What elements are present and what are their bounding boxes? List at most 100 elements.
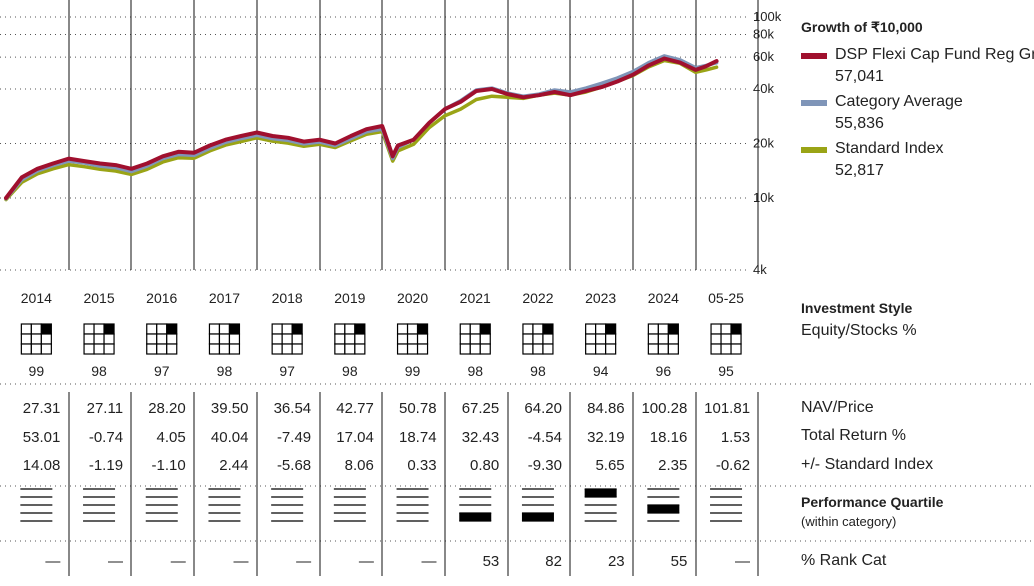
legend-item-index: Standard Index 52,817	[801, 140, 1031, 184]
quartile-fill	[459, 513, 492, 521]
performance-quartile-subtitle: (within category)	[801, 514, 897, 529]
y-tick-label: 100k	[753, 9, 782, 24]
total-return-value: 17.04	[336, 429, 374, 446]
legend-value-index: 52,817	[835, 162, 884, 179]
nav-value: 39.50	[211, 400, 249, 417]
y-tick-label: 60k	[753, 49, 774, 64]
style-cell	[605, 343, 617, 355]
rank-value: —	[359, 553, 374, 570]
quartile-box	[521, 488, 554, 522]
style-cell	[156, 343, 168, 355]
style-cell	[406, 323, 419, 335]
rank-value: —	[735, 553, 750, 570]
style-cell	[103, 323, 115, 335]
style-cell	[103, 333, 115, 345]
style-cell	[396, 323, 409, 335]
rank-value: —	[171, 553, 186, 570]
style-cell	[647, 323, 659, 335]
style-cell	[720, 333, 732, 345]
legend-label-category: Category Average	[835, 93, 963, 110]
nav-value: 36.54	[274, 400, 312, 417]
style-cell	[228, 323, 241, 335]
year-label: 2018	[272, 290, 303, 306]
year-label: 2024	[648, 290, 679, 306]
style-cell	[720, 323, 732, 335]
style-cell	[334, 333, 346, 345]
style-cell	[720, 343, 732, 355]
style-cell	[542, 333, 554, 345]
year-labels: 2014 2015 2016 2017 2018 2019 2020 2021 2022 2023…	[21, 290, 744, 306]
style-cell	[93, 333, 105, 345]
style-cell	[657, 343, 669, 355]
rank-value: —	[108, 553, 123, 570]
style-cell	[83, 333, 95, 345]
style-cell	[657, 323, 669, 335]
equity-pct: 99	[29, 363, 45, 379]
y-tick-label: 4k	[753, 262, 767, 277]
total-return-label: Total Return %	[801, 427, 906, 444]
year-label: 05-25	[708, 290, 744, 306]
style-cell	[416, 333, 429, 345]
year-label: 2015	[83, 290, 114, 306]
style-cell	[459, 323, 471, 335]
nav-value: 100.28	[641, 400, 687, 417]
investment-style-title: Investment Style	[801, 300, 913, 316]
style-cell	[146, 323, 158, 335]
style-cell	[156, 323, 168, 335]
style-cell	[281, 323, 293, 335]
style-cell	[334, 343, 346, 355]
style-cell	[208, 323, 221, 335]
equity-pct: 99	[405, 363, 421, 379]
style-cell	[595, 333, 607, 345]
performance-quartile-title: Performance Quartile	[801, 494, 944, 510]
style-box	[20, 323, 52, 355]
style-cell	[667, 343, 679, 355]
vs-index-label: +/- Standard Index	[801, 456, 934, 473]
year-label: 2016	[146, 290, 177, 306]
y-tick-label: 20k	[753, 136, 774, 151]
style-cell	[166, 343, 178, 355]
style-cell	[542, 323, 554, 335]
quartile-box	[710, 488, 743, 522]
equity-pct: 98	[91, 363, 107, 379]
style-cell	[710, 323, 722, 335]
quartile-box	[396, 488, 429, 522]
style-cell	[730, 323, 742, 335]
nav-label: NAV/Price	[801, 399, 874, 416]
year-label: 2022	[522, 290, 553, 306]
quartile-box	[647, 488, 680, 522]
year-label: 2014	[21, 290, 52, 306]
style-cell	[657, 333, 669, 345]
style-cell	[354, 333, 366, 345]
style-cell	[730, 333, 742, 345]
style-cell	[416, 343, 429, 355]
equity-pct: 98	[217, 363, 233, 379]
style-cell	[93, 343, 105, 355]
style-cell	[595, 323, 607, 335]
style-box	[522, 323, 554, 355]
style-cell	[396, 333, 409, 345]
style-cell	[271, 323, 283, 335]
vs-index-value: -0.62	[716, 457, 750, 474]
style-cell	[459, 333, 471, 345]
quartile-box	[459, 488, 492, 522]
style-cell	[396, 343, 409, 355]
vs-index-value: 2.35	[658, 457, 687, 474]
rank-value: —	[233, 553, 248, 570]
style-cell	[667, 333, 679, 345]
style-box	[585, 323, 617, 355]
total-return-value: 4.05	[157, 429, 186, 446]
nav-value: 50.78	[399, 400, 437, 417]
equity-pct: 97	[279, 363, 295, 379]
style-cell	[20, 323, 32, 335]
style-cell	[218, 333, 231, 345]
style-box	[271, 323, 303, 355]
vs-index-value: -1.10	[152, 457, 186, 474]
style-cell	[469, 343, 481, 355]
gridlines	[0, 16, 1034, 542]
quartile-fill	[584, 489, 617, 497]
rank-value: 55	[671, 553, 688, 570]
style-cell	[30, 333, 42, 345]
series-lines	[4, 54, 719, 202]
style-box	[334, 323, 366, 355]
